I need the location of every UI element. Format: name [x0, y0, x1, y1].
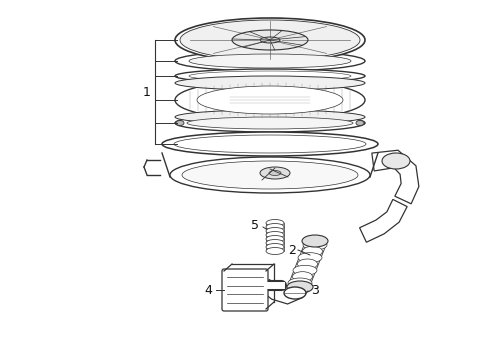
Text: 2: 2 — [288, 243, 296, 256]
Text: 5: 5 — [251, 219, 259, 231]
Ellipse shape — [266, 235, 284, 243]
Ellipse shape — [303, 240, 327, 250]
Ellipse shape — [287, 281, 313, 293]
Text: 1: 1 — [143, 86, 151, 99]
Ellipse shape — [175, 76, 365, 90]
Text: 4: 4 — [204, 284, 212, 297]
Ellipse shape — [298, 253, 322, 263]
FancyBboxPatch shape — [222, 269, 268, 311]
Ellipse shape — [189, 54, 351, 68]
Polygon shape — [372, 150, 419, 204]
Ellipse shape — [293, 272, 313, 282]
Ellipse shape — [175, 51, 365, 71]
Ellipse shape — [175, 69, 365, 83]
Ellipse shape — [232, 30, 308, 50]
Ellipse shape — [175, 114, 365, 132]
Ellipse shape — [266, 231, 284, 239]
Ellipse shape — [170, 157, 370, 193]
Ellipse shape — [266, 228, 284, 234]
Ellipse shape — [356, 121, 364, 126]
Ellipse shape — [302, 235, 328, 247]
Ellipse shape — [302, 246, 322, 256]
Ellipse shape — [180, 20, 360, 60]
Ellipse shape — [175, 18, 365, 62]
Ellipse shape — [297, 259, 318, 269]
Polygon shape — [360, 199, 407, 242]
Ellipse shape — [175, 110, 365, 124]
Ellipse shape — [266, 239, 284, 247]
Ellipse shape — [189, 71, 351, 81]
Text: 3: 3 — [311, 284, 319, 297]
Ellipse shape — [187, 117, 353, 129]
Ellipse shape — [269, 171, 281, 176]
Ellipse shape — [266, 243, 284, 251]
Ellipse shape — [288, 278, 312, 288]
Ellipse shape — [266, 224, 284, 230]
Ellipse shape — [260, 37, 280, 43]
Ellipse shape — [175, 80, 365, 120]
Ellipse shape — [293, 265, 317, 275]
Ellipse shape — [174, 135, 366, 153]
Ellipse shape — [266, 220, 284, 226]
Ellipse shape — [284, 287, 306, 299]
Ellipse shape — [260, 167, 290, 179]
Ellipse shape — [176, 121, 184, 126]
Ellipse shape — [197, 86, 343, 114]
Ellipse shape — [162, 132, 378, 156]
Ellipse shape — [266, 248, 284, 255]
Ellipse shape — [182, 161, 358, 189]
Polygon shape — [261, 279, 303, 304]
Ellipse shape — [382, 153, 410, 169]
